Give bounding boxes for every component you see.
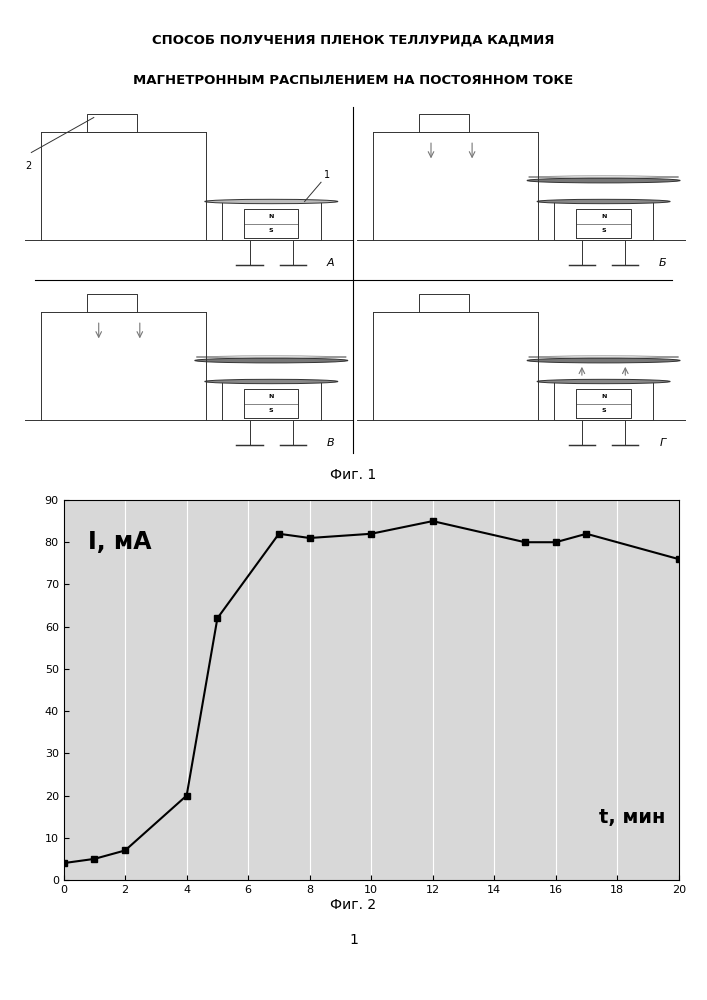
Text: S: S	[601, 408, 606, 413]
Ellipse shape	[527, 358, 680, 363]
Text: S: S	[601, 228, 606, 233]
Text: Фиг. 2: Фиг. 2	[330, 898, 377, 912]
Text: S: S	[269, 408, 274, 413]
Text: А: А	[327, 258, 334, 268]
Polygon shape	[554, 381, 653, 420]
Polygon shape	[222, 202, 320, 240]
Text: I, мА: I, мА	[88, 530, 152, 554]
Ellipse shape	[205, 379, 338, 384]
Polygon shape	[222, 381, 320, 420]
Polygon shape	[554, 202, 653, 240]
Text: 1: 1	[325, 170, 330, 180]
Ellipse shape	[194, 358, 348, 363]
Text: t, мин: t, мин	[599, 808, 665, 827]
Text: N: N	[269, 214, 274, 219]
Text: СПОСОБ ПОЛУЧЕНИЯ ПЛЕНОК ТЕЛЛУРИДА КАДМИЯ: СПОСОБ ПОЛУЧЕНИЯ ПЛЕНОК ТЕЛЛУРИДА КАДМИЯ	[152, 33, 555, 46]
Text: 2: 2	[25, 161, 31, 171]
Text: S: S	[269, 228, 274, 233]
Text: Б: Б	[659, 258, 667, 268]
Text: МАГНЕТРОННЫМ РАСПЫЛЕНИЕМ НА ПОСТОЯННОМ ТОКЕ: МАГНЕТРОННЫМ РАСПЫЛЕНИЕМ НА ПОСТОЯННОМ Т…	[134, 74, 573, 87]
Text: N: N	[269, 394, 274, 399]
Ellipse shape	[537, 379, 670, 384]
Text: N: N	[601, 394, 607, 399]
Ellipse shape	[537, 199, 670, 204]
Text: Г: Г	[660, 438, 666, 448]
Ellipse shape	[527, 178, 680, 183]
Text: В: В	[327, 438, 334, 448]
Text: N: N	[601, 214, 607, 219]
Text: 1: 1	[349, 933, 358, 947]
Ellipse shape	[205, 199, 338, 204]
Text: Фиг. 1: Фиг. 1	[330, 468, 377, 482]
